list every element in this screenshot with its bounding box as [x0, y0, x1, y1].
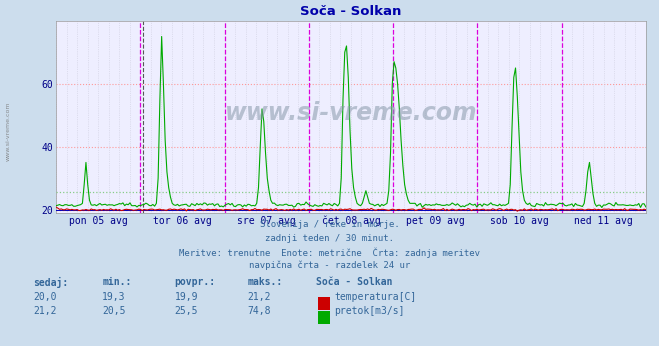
Text: sedaj:: sedaj: — [33, 277, 68, 288]
Text: 20,0: 20,0 — [33, 292, 57, 302]
Text: Soča - Solkan: Soča - Solkan — [316, 277, 393, 287]
Text: Slovenija / reke in morje.: Slovenija / reke in morje. — [260, 220, 399, 229]
Text: www.si-vreme.com: www.si-vreme.com — [225, 101, 477, 125]
Text: temperatura[C]: temperatura[C] — [334, 292, 416, 302]
Text: 21,2: 21,2 — [247, 292, 271, 302]
Text: Meritve: trenutne  Enote: metrične  Črta: zadnja meritev: Meritve: trenutne Enote: metrične Črta: … — [179, 247, 480, 258]
Text: maks.:: maks.: — [247, 277, 282, 287]
Text: 20,5: 20,5 — [102, 306, 126, 316]
Text: 21,2: 21,2 — [33, 306, 57, 316]
Text: 74,8: 74,8 — [247, 306, 271, 316]
Text: 25,5: 25,5 — [175, 306, 198, 316]
Text: zadnji teden / 30 minut.: zadnji teden / 30 minut. — [265, 234, 394, 243]
Text: 19,9: 19,9 — [175, 292, 198, 302]
Text: min.:: min.: — [102, 277, 132, 287]
Text: pretok[m3/s]: pretok[m3/s] — [334, 306, 405, 316]
Title: Soča - Solkan: Soča - Solkan — [301, 5, 401, 18]
Text: www.si-vreme.com: www.si-vreme.com — [6, 102, 11, 161]
Text: navpična črta - razdelek 24 ur: navpična črta - razdelek 24 ur — [249, 260, 410, 270]
Text: 19,3: 19,3 — [102, 292, 126, 302]
Text: povpr.:: povpr.: — [175, 277, 215, 287]
